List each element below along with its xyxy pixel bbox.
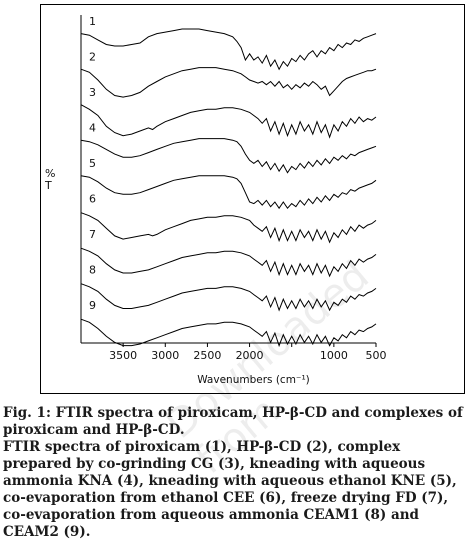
y-axis-label: % [45, 167, 55, 180]
spectrum-label-7: 7 [89, 228, 96, 241]
x-tick-label: 3000 [151, 349, 179, 362]
spectrum-label-3: 3 [89, 86, 96, 99]
spectrum-line-9 [80, 318, 377, 348]
x-tick-label: 3500 [109, 349, 137, 362]
spectrum-line-8 [80, 283, 377, 312]
spectrum-line-3 [80, 104, 377, 139]
spectrum-line-4 [80, 138, 377, 174]
spectrum-line-1 [80, 28, 377, 71]
spectrum-line-7 [80, 247, 377, 278]
x-axis-label: Wavenumbers (cm⁻¹) [197, 374, 310, 386]
x-tick-label: 2000 [236, 349, 264, 362]
x-tick-label: 500 [366, 349, 387, 362]
spectrum-label-8: 8 [89, 264, 96, 277]
ftir-chart: 3500 3000 2500 2000 1000 500 Wavenumbers (cm⁻¹… [44, 15, 387, 386]
spectrum-line-5 [80, 175, 377, 210]
spectrum-label-5: 5 [89, 157, 96, 170]
x-tick-label: 1000 [320, 349, 348, 362]
spectrum-line-2 [80, 67, 377, 98]
spectrum-label-6: 6 [89, 193, 96, 206]
spectrum-label-4: 4 [89, 122, 96, 135]
y-axis-label: T [44, 179, 52, 192]
figure-caption-title: Fig. 1: FTIR spectra of piroxicam, HP-β-… [3, 405, 463, 438]
figure-frame: 3500 3000 2500 2000 1000 500 Wavenumbers (cm⁻¹… [40, 4, 465, 394]
spectrum-label-2: 2 [89, 51, 96, 64]
spectrum-label-1: 1 [89, 15, 96, 28]
spectrum-label-9: 9 [89, 299, 96, 312]
spectrum-line-6 [80, 212, 377, 244]
figure-caption-body: FTIR spectra of piroxicam (1), HP-β-CD (… [3, 439, 457, 540]
x-tick-label: 2500 [193, 349, 221, 362]
